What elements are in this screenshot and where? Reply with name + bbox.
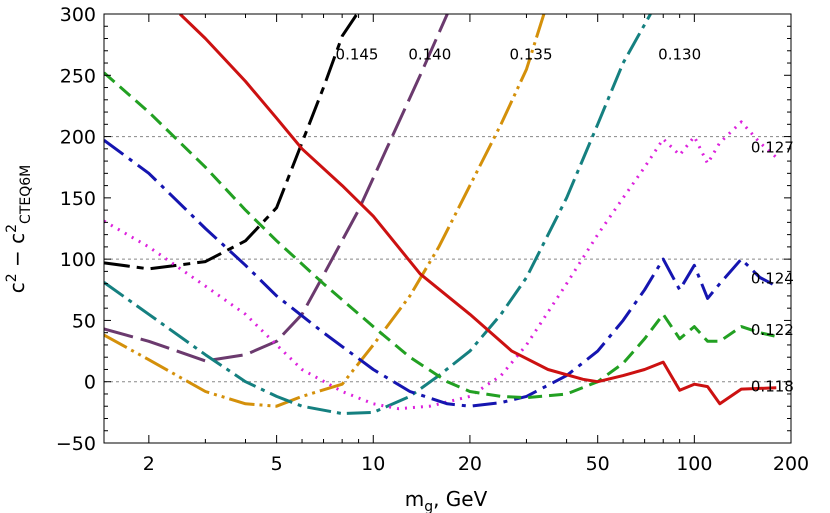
x-axis-title: mg, GeV bbox=[405, 487, 488, 513]
x-tick-label: 10 bbox=[361, 453, 385, 475]
series-line-0-130 bbox=[104, 14, 652, 416]
series-layer bbox=[104, 14, 778, 416]
x-tick-label: 100 bbox=[676, 453, 712, 475]
x-tick-label: 5 bbox=[271, 453, 283, 475]
y-tick-label: −50 bbox=[56, 433, 96, 455]
series-label-0-122: 0.122 bbox=[751, 321, 794, 339]
y-tick-label: 150 bbox=[60, 188, 96, 210]
series-label-0-118: 0.118 bbox=[751, 378, 794, 396]
x-tick-label: 200 bbox=[773, 453, 809, 475]
y-axis-title: c2 − c2CTEQ6M bbox=[4, 165, 34, 294]
y-tick-label: 0 bbox=[84, 372, 96, 394]
axis-ticks bbox=[104, 13, 792, 444]
y-tick-label: 50 bbox=[72, 310, 96, 332]
y-tick-label: 200 bbox=[60, 127, 96, 149]
series-line-0-140 bbox=[104, 14, 449, 363]
series-line-0-145 bbox=[104, 14, 359, 271]
series-label-0-130: 0.130 bbox=[658, 45, 701, 63]
x-tick-label: 20 bbox=[458, 453, 482, 475]
y-tick-label: 100 bbox=[60, 249, 96, 271]
series-label-0-124: 0.124 bbox=[751, 270, 794, 288]
series-line-0-135 bbox=[104, 14, 546, 408]
series-label-0-145: 0.145 bbox=[336, 45, 379, 63]
series-label-0-140: 0.140 bbox=[408, 45, 451, 63]
y-tick-label: 300 bbox=[60, 4, 96, 26]
series-label-0-127: 0.127 bbox=[751, 139, 794, 157]
series-label-0-135: 0.135 bbox=[510, 45, 553, 63]
x-tick-label: 50 bbox=[586, 453, 610, 475]
plot-frame bbox=[103, 13, 792, 444]
series-labels: 0.145 0.140 0.135 0.130 0.127 0.124 0.122 0.118 bbox=[336, 45, 794, 395]
axis-tick-labels: −50 0 50 100 150 200 250 300 2 5 10 20 50 100 200 bbox=[56, 4, 809, 475]
series-line-0-122 bbox=[104, 71, 777, 400]
y-tick-label: 250 bbox=[60, 65, 96, 87]
series-line-0-124 bbox=[104, 138, 777, 408]
x-tick-label: 2 bbox=[143, 453, 155, 475]
series-line-0-118 bbox=[178, 14, 777, 406]
